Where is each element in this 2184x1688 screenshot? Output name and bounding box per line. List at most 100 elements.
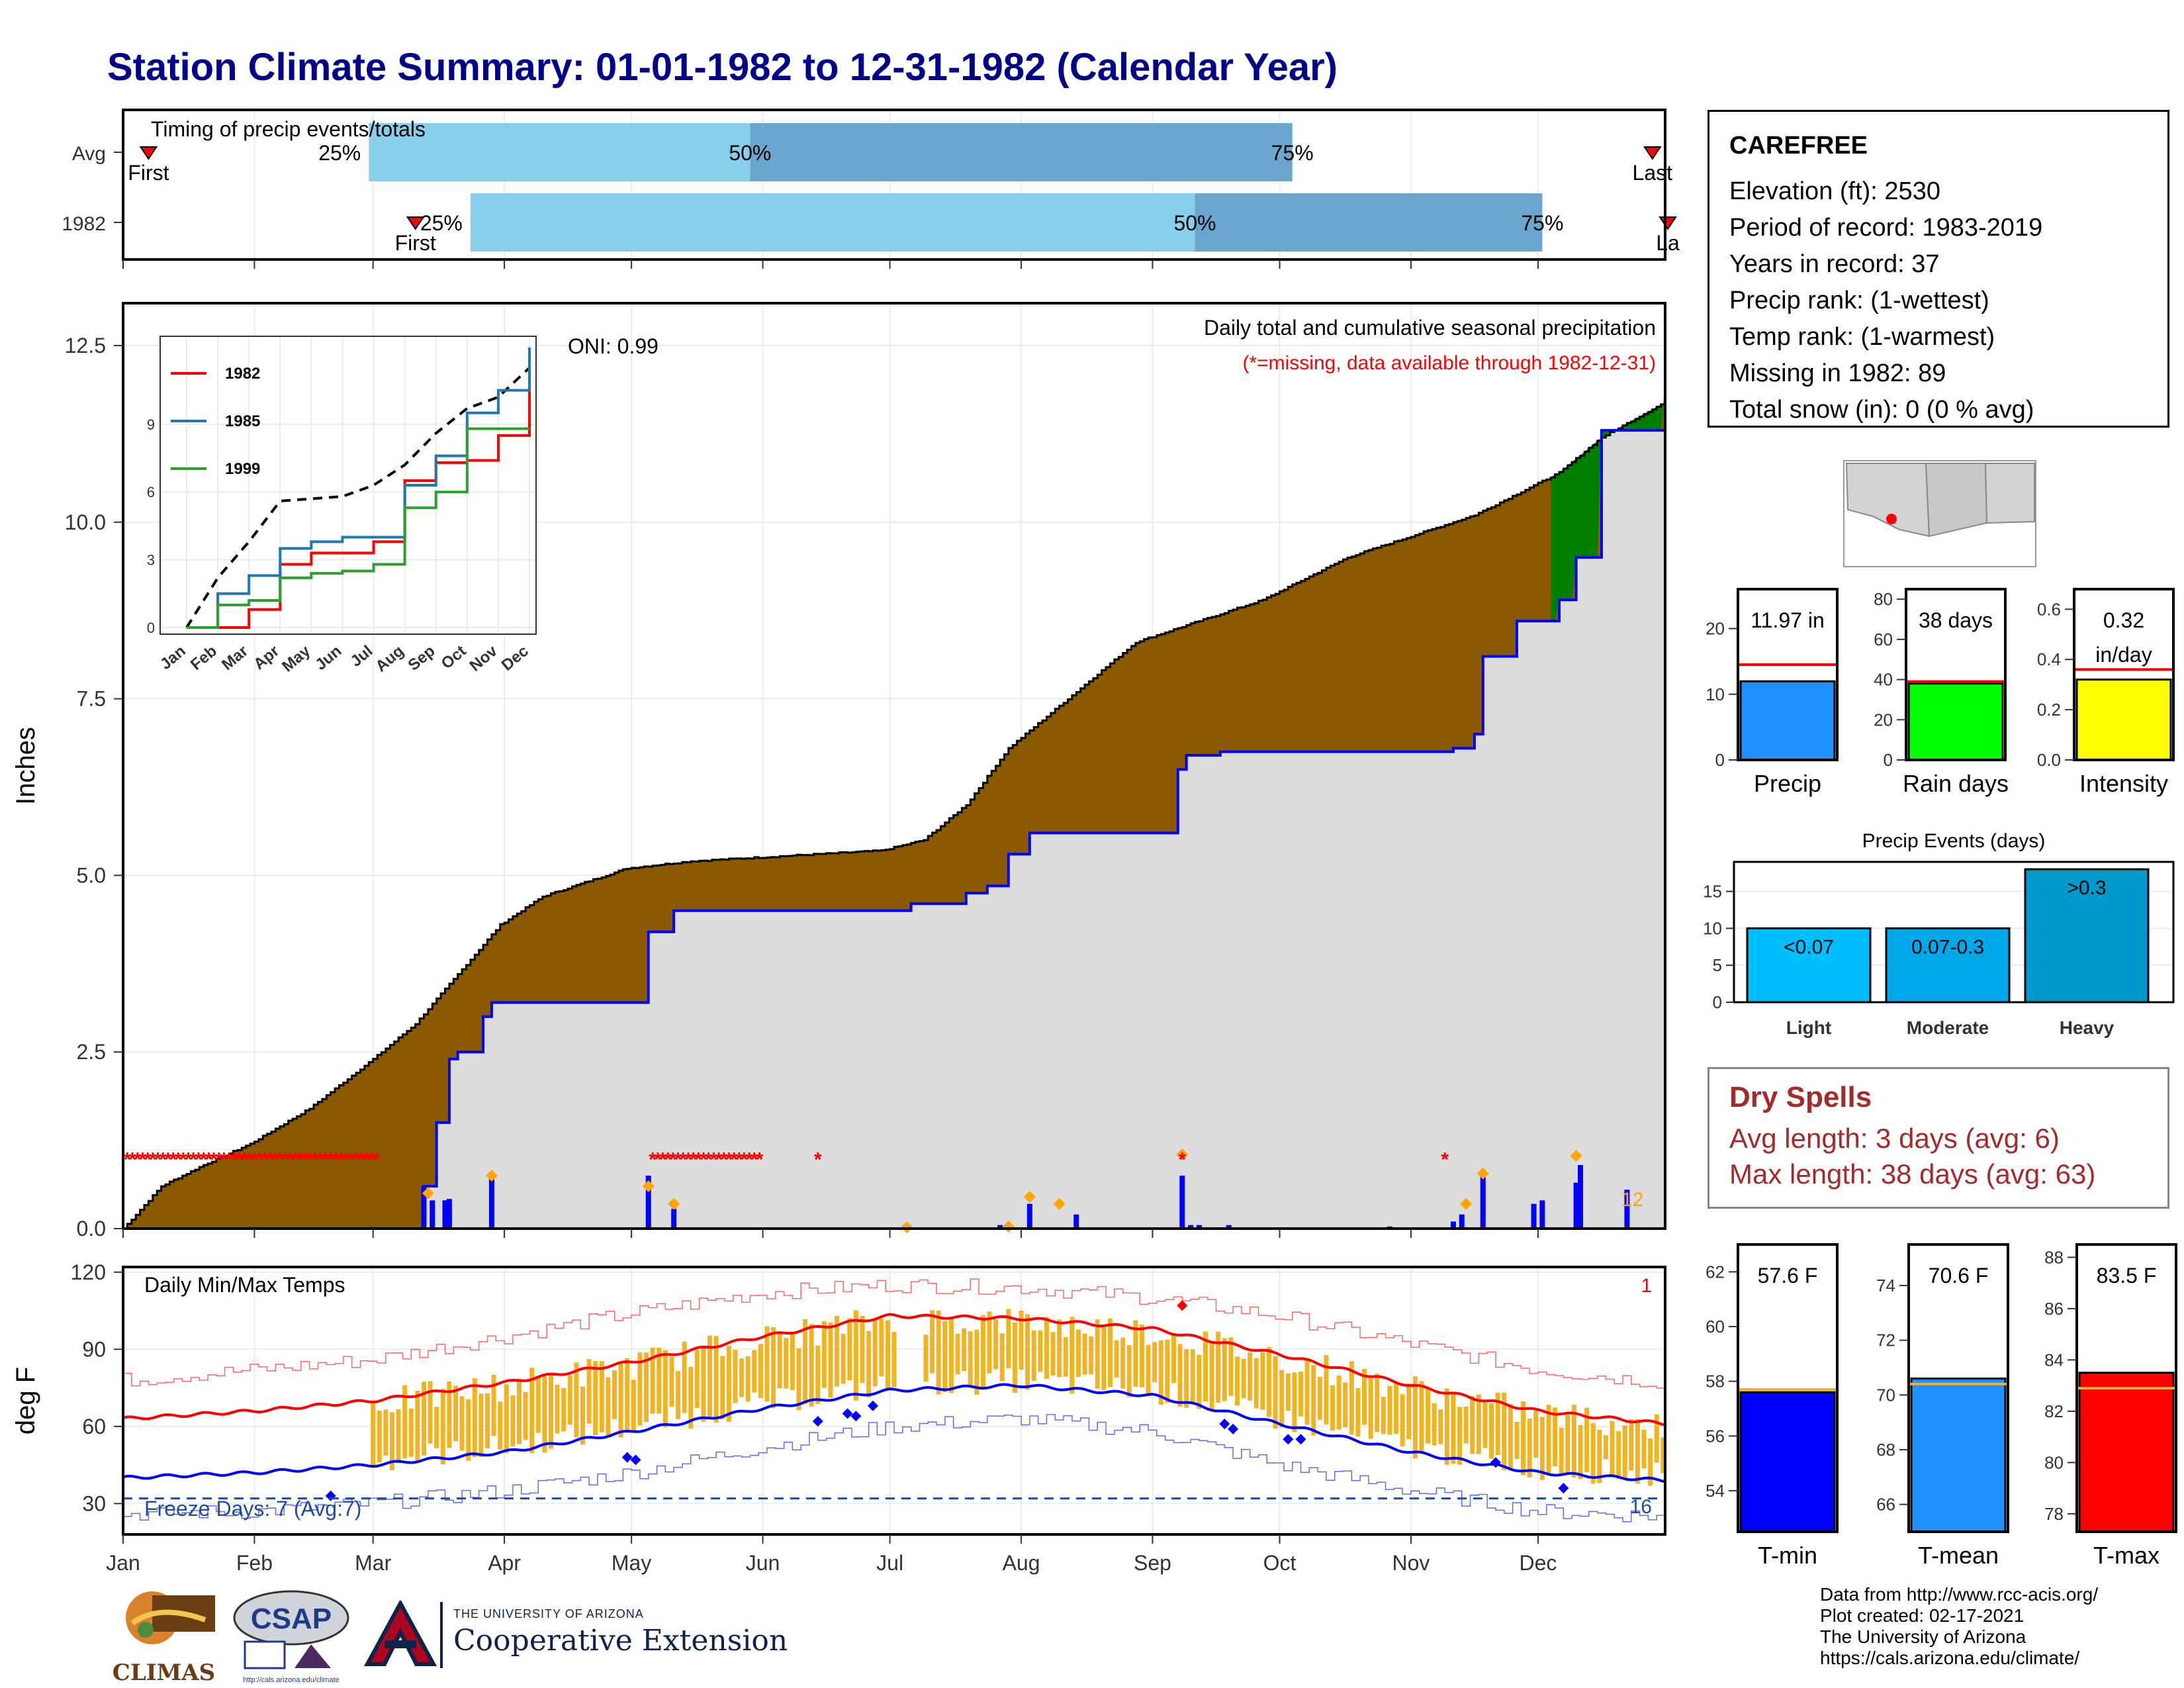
- daily-temp-bar: [1508, 1403, 1513, 1470]
- missing-day-marker: *: [128, 1149, 136, 1170]
- missing-day-marker: *: [210, 1149, 218, 1170]
- daily-temp-bar: [1311, 1365, 1316, 1436]
- temp-record-marker: [1228, 1423, 1239, 1434]
- daily-temp-bar: [1165, 1339, 1170, 1403]
- daily-temp-bar: [1184, 1349, 1189, 1408]
- daily-temp-bar: [1006, 1309, 1011, 1368]
- precip-event-marker: [1023, 1190, 1036, 1203]
- station-name: CAREFREE: [1729, 132, 1868, 160]
- missing-day-marker: *: [735, 1149, 743, 1170]
- daily-precip-bar: [430, 1200, 435, 1229]
- precip-events-category: Moderate: [1907, 1017, 1989, 1038]
- daily-temp-bar: [1597, 1429, 1602, 1483]
- station-line-period: Period of record: 1983-2019: [1729, 214, 2043, 242]
- timing-bar-q3: [1195, 193, 1543, 252]
- daily-temp-bar: [1234, 1356, 1240, 1406]
- missing-day-marker: *: [286, 1149, 294, 1170]
- daily-temp-bar: [682, 1341, 687, 1413]
- precip-event-marker: [901, 1221, 913, 1233]
- tmean-chart-y-tick-label: 74: [1876, 1276, 1895, 1295]
- rain-days-chart-y-tick-label: 0: [1884, 750, 1893, 770]
- precip-event-marker: [668, 1197, 680, 1210]
- daily-temp-bar: [472, 1378, 477, 1458]
- missing-day-marker: *: [139, 1149, 147, 1170]
- ua-small-text: THE UNIVERSITY OF ARIZONA: [453, 1607, 644, 1620]
- daily-precip-bar: [1459, 1214, 1465, 1229]
- precip-events-category: Heavy: [2060, 1017, 2115, 1038]
- precip-events-bar: [1885, 927, 2011, 1004]
- missing-day-marker: *: [312, 1149, 320, 1170]
- daily-temp-bar: [1266, 1347, 1271, 1417]
- missing-day-marker: *: [164, 1149, 172, 1170]
- daily-temp-bar: [1368, 1375, 1373, 1439]
- ua-logo-text: THE UNIVERSITY OF ARIZONA Cooperative Ex…: [453, 1607, 788, 1658]
- daily-temp-bar: [1349, 1361, 1354, 1435]
- precip-events-bar: [1746, 927, 1872, 1004]
- missing-day-marker: *: [715, 1149, 723, 1170]
- timing-bar-q2: [470, 193, 1195, 252]
- tmean-chart-value-label: 70.6 F: [1929, 1264, 1989, 1288]
- tmin-chart-y-tick-label: 60: [1706, 1317, 1725, 1336]
- precip-total-chart-y-tick-label: 10: [1706, 684, 1725, 704]
- daily-precip-bar: [1539, 1200, 1545, 1229]
- daily-temp-bar: [644, 1352, 649, 1423]
- month-label: May: [612, 1551, 651, 1575]
- dry-spells-box: Dry Spells Avg length: 3 days (avg: 6) M…: [1707, 1067, 2169, 1209]
- daily-temp-bar: [1019, 1310, 1024, 1370]
- missing-day-marker: *: [679, 1149, 687, 1170]
- daily-temp-bar: [586, 1359, 592, 1424]
- missing-day-marker: *: [225, 1149, 233, 1170]
- precip-event-marker: [1460, 1197, 1473, 1210]
- intensity-chart-y-tick-label: 0.0: [2037, 750, 2061, 770]
- missing-day-marker: *: [373, 1149, 381, 1170]
- daily-temp-bar: [758, 1344, 763, 1398]
- daily-temp-bar: [1546, 1405, 1551, 1474]
- main-chart-area: 25% 50% 75% First Last Avg 25% 50% 75% First La 198…: [11, 109, 1680, 1575]
- daily-temp-bar: [1533, 1410, 1539, 1458]
- station-line-snow: Total snow (in): 0 (0 % avg): [1729, 396, 2034, 424]
- temp-record-marker: [1283, 1434, 1294, 1445]
- temp-record-marker: [621, 1452, 633, 1463]
- daily-temp-bar: [713, 1336, 719, 1423]
- month-label: Oct: [1263, 1551, 1297, 1575]
- daily-temp-bar: [517, 1378, 522, 1444]
- rain-days-chart-y-tick-label: 20: [1874, 710, 1893, 729]
- timing-first-marker: [139, 146, 158, 160]
- missing-day-marker: *: [200, 1149, 208, 1170]
- temp-count-top: 1: [1641, 1275, 1652, 1297]
- precip-y-axis-label: Inches: [11, 727, 40, 805]
- daily-temp-bar: [1489, 1403, 1494, 1459]
- daily-temp-bar: [1355, 1388, 1361, 1436]
- daily-temp-bar: [1025, 1314, 1030, 1390]
- daily-temp-bar: [567, 1375, 572, 1425]
- daily-temp-bar: [542, 1376, 547, 1453]
- daily-precip-bar: [1573, 1182, 1579, 1229]
- precip-total-chart-y-tick-label: 20: [1706, 619, 1725, 639]
- daily-temp-bar: [694, 1350, 700, 1408]
- station-line-temp-rank: Temp rank: (1-warmest): [1729, 323, 1995, 351]
- daily-temp-bar: [1126, 1345, 1132, 1397]
- missing-day-marker: *: [756, 1149, 764, 1170]
- missing-day-marker: *: [240, 1149, 248, 1170]
- timing-p50-label: 50%: [1173, 211, 1216, 235]
- location-map: [1843, 460, 2036, 567]
- rain-days-chart-category-label: Rain days: [1903, 770, 2009, 797]
- daily-temp-bar: [593, 1361, 598, 1436]
- intensity-chart-y-tick-label: 0.6: [2037, 599, 2061, 619]
- inset-legend-label: 1999: [225, 460, 260, 478]
- month-label: Apr: [488, 1551, 521, 1575]
- daily-temp-bar: [955, 1333, 960, 1375]
- tmean-chart-frame: [1907, 1243, 2009, 1533]
- temp-record-marker: [812, 1416, 823, 1427]
- timing-header: Timing of precip events/totals: [151, 117, 426, 141]
- precip-events-frame: [1733, 861, 2175, 1004]
- tmax-chart: 78 80 82 84 86 88 83.5 F T-max: [2044, 1243, 2177, 1569]
- daily-temp-bar: [885, 1320, 890, 1389]
- daily-temp-bar: [1050, 1332, 1056, 1376]
- side-charts: 0 10 20 11.97 in Precip 0 20 40 60 80 38 days Rain …: [1703, 460, 2177, 1569]
- timing-p25-label: 25%: [318, 141, 361, 165]
- rain-days-chart-y-tick-label: 60: [1874, 630, 1893, 649]
- daily-temp-bar: [739, 1358, 745, 1397]
- daily-temp-bar: [1292, 1372, 1297, 1432]
- rain-days-chart-bar: [1907, 682, 2004, 761]
